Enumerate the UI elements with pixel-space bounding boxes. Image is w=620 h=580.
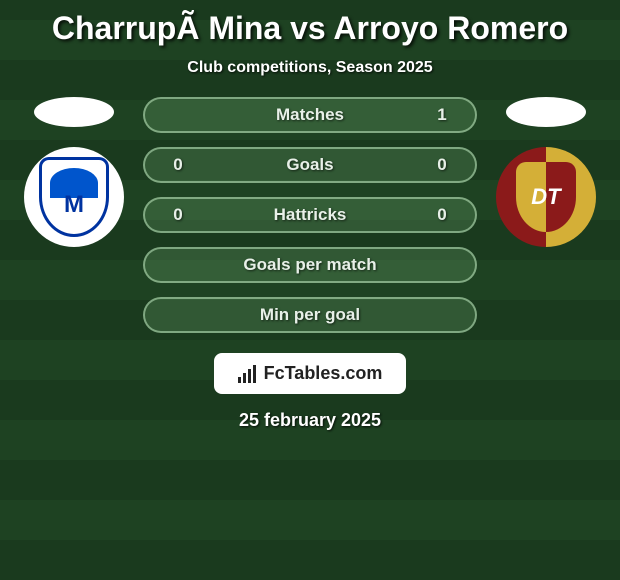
stat-label: Hattricks [193,205,427,225]
stat-row-goals-per-match: Goals per match [143,247,477,283]
club-badge-right: DT [496,147,596,247]
stat-label: Goals [193,155,427,175]
page-title: CharrupÃ Mina vs Arroyo Romero [52,10,568,47]
player1-silhouette-icon [34,97,114,127]
shield-icon: DT [516,162,576,232]
stat-right-value: 1 [427,105,457,125]
stat-left-value: 0 [163,155,193,175]
player2-silhouette-icon [506,97,586,127]
comparison-card: CharrupÃ Mina vs Arroyo Romero Club comp… [0,0,620,441]
stat-right-value: 0 [427,205,457,225]
stat-right-value: 0 [427,155,457,175]
club-badge-left: M [24,147,124,247]
player1-name: CharrupÃ Mina [52,10,281,46]
stats-column: Matches 1 0 Goals 0 0 Hattricks 0 Goals … [143,97,477,333]
vs-text: vs [290,10,326,46]
subtitle: Club competitions, Season 2025 [187,59,432,77]
stat-row-hattricks: 0 Hattricks 0 [143,197,477,233]
watermark[interactable]: FcTables.com [214,353,407,394]
stat-left-value: 0 [163,205,193,225]
stat-label: Matches [193,105,427,125]
stat-label: Goals per match [193,255,427,275]
date-label: 25 february 2025 [239,410,381,431]
stat-row-min-per-goal: Min per goal [143,297,477,333]
badge-letters: DT [531,184,560,210]
player-left-column: M [20,97,128,247]
shield-icon: M [39,157,109,237]
player-right-column: DT [492,97,600,247]
stat-row-matches: Matches 1 [143,97,477,133]
player2-name: Arroyo Romero [333,10,568,46]
stat-row-goals: 0 Goals 0 [143,147,477,183]
stat-label: Min per goal [193,305,427,325]
main-area: M Matches 1 0 Goals 0 0 Hattricks 0 [20,97,600,333]
chart-bars-icon [238,365,256,383]
watermark-text: FcTables.com [264,363,383,384]
badge-letter: M [64,191,84,219]
